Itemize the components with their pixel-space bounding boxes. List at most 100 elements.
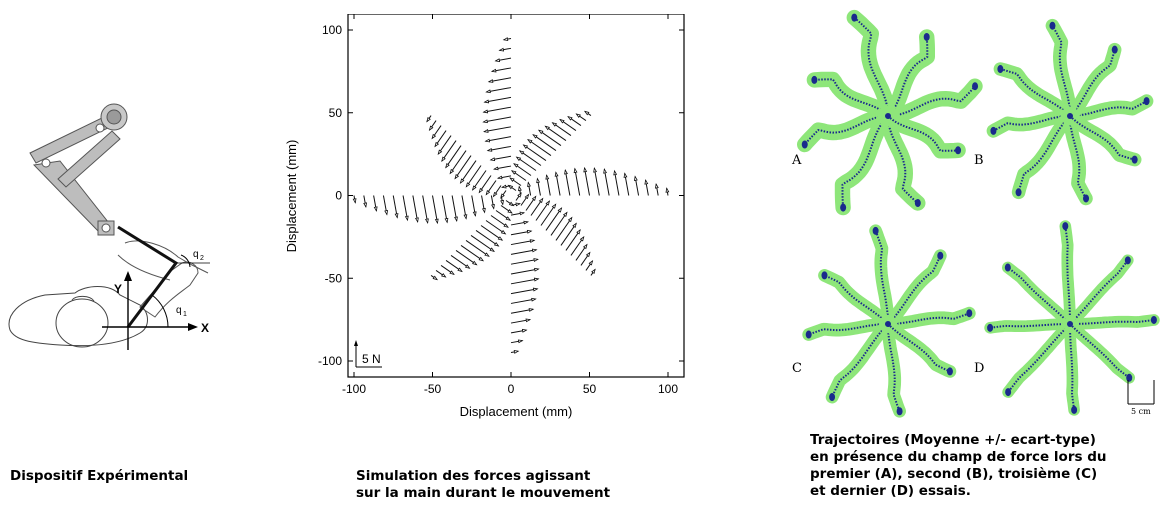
trajectory-band [881, 317, 906, 418]
subplot-label: D [974, 361, 984, 376]
force-arrow-head [517, 192, 522, 198]
force-arrow-head [502, 37, 509, 41]
force-arrow-head [441, 273, 447, 278]
trajectory-path [887, 36, 929, 117]
trajectory-endpoint [821, 271, 828, 280]
force-arrow-head [426, 117, 431, 123]
force-arrow-head [525, 318, 532, 323]
force-arrow-head [428, 125, 434, 132]
trajectory-endpoint [997, 65, 1004, 74]
force-arrow-head [483, 99, 490, 104]
trajectory-endpoint [872, 226, 879, 235]
force-arrow [603, 169, 610, 196]
simulation-caption-line: sur la main durant le mouvement [356, 485, 611, 501]
force-arrow [545, 207, 562, 231]
trajectory-endpoint [811, 75, 818, 84]
trajectory-path [1070, 319, 1155, 325]
trajectory-endpoint [1062, 222, 1069, 231]
y-axis-title: Displacement (mm) [284, 140, 299, 253]
trajectory-path [803, 115, 889, 146]
force-arrow-head [567, 216, 573, 223]
trajectory-endpoint [1015, 188, 1022, 197]
force-arrow-head [432, 275, 439, 281]
force-arrow [540, 203, 557, 226]
trajectory-path [992, 115, 1071, 132]
force-arrow-head [518, 150, 525, 155]
force-arrow-head [484, 252, 490, 257]
force-arrow [402, 195, 409, 221]
trajectory-endpoint [1004, 263, 1011, 272]
force-arrow-head [533, 258, 539, 262]
trajectory-subplot: D [974, 220, 1160, 416]
trajectory-endpoint [1049, 21, 1056, 30]
trajectory-path [808, 323, 888, 336]
force-arrow [523, 144, 547, 161]
trajectory-path [887, 85, 976, 117]
trajectory-panels: A B C D 5 cm [791, 9, 1160, 418]
x-axis-title: Displacement (mm) [460, 404, 573, 419]
trajectory-path [1051, 25, 1071, 117]
force-arrow-head [500, 199, 504, 206]
force-arrow [510, 268, 539, 275]
trajectory-endpoint [955, 146, 962, 155]
trajectory-path [989, 323, 1070, 329]
force-arrow-head [510, 170, 517, 175]
force-arrow [483, 116, 512, 123]
force-arrow-head [518, 185, 522, 192]
x-tick-label: 50 [583, 382, 597, 396]
force-arrow-head [437, 149, 443, 155]
apparatus-drawing: Y X q 1 q 2 [8, 103, 210, 350]
force-arrow-head [633, 175, 638, 181]
force-arrow-head [486, 147, 493, 152]
trajectory-path [1000, 68, 1071, 117]
trajectory-caption-line: Trajectoires (Moyenne +/- ecart-type) [810, 432, 1096, 448]
trajectory-caption-line: et dernier (D) essais. [810, 483, 971, 499]
force-arrow-head [534, 267, 540, 272]
force-arrow-head [449, 270, 455, 275]
x-axis-label: X [201, 321, 209, 335]
force-arrow-head [497, 236, 504, 241]
trajectory-path [1069, 323, 1130, 379]
force-arrow-head [507, 209, 513, 214]
trajectory-endpoint [805, 330, 812, 339]
force-arrow-head [464, 264, 471, 269]
trajectory-endpoint [801, 140, 808, 149]
force-arrow-head [491, 204, 495, 210]
force-arrow [441, 195, 448, 223]
force-arrow-head [472, 211, 477, 217]
force-arrow-head [489, 157, 496, 162]
force-arrow [470, 235, 495, 252]
force-arrow-head [515, 156, 522, 162]
force-arrow-head [431, 133, 437, 140]
trajectory-path [874, 230, 889, 325]
force-arrow [532, 134, 557, 151]
force-arrow [460, 245, 484, 262]
trajectory-origin [885, 113, 891, 119]
force-arrow [422, 195, 429, 223]
force-arrow-head [471, 185, 477, 191]
force-arrow-head [490, 68, 497, 73]
force-arrow [550, 212, 568, 236]
q1-label: q [176, 305, 182, 316]
force-arrow-head [557, 207, 563, 213]
force-arrow-head [554, 171, 559, 177]
trajectory-path [887, 255, 942, 325]
force-arrow-head [564, 168, 568, 175]
force-arrow-head [551, 122, 558, 127]
trajectory-endpoint [972, 82, 979, 91]
force-arrow-head [665, 187, 670, 193]
force-arrow-head [515, 202, 522, 207]
force-arrow-head [363, 202, 368, 209]
force-arrow-head [579, 236, 585, 242]
force-arrow [560, 223, 577, 246]
force-arrow-head [533, 277, 540, 282]
trajectory-endpoint [987, 323, 994, 332]
force-arrow-head [531, 195, 537, 201]
trajectory-path [887, 323, 951, 373]
force-arrow-head [505, 216, 512, 221]
force-arrow-head [457, 267, 463, 273]
force-arrow-head [538, 197, 544, 204]
trajectory-endpoint [829, 393, 836, 402]
force-arrow-head [527, 181, 531, 187]
trajectory-endpoint [914, 199, 921, 208]
